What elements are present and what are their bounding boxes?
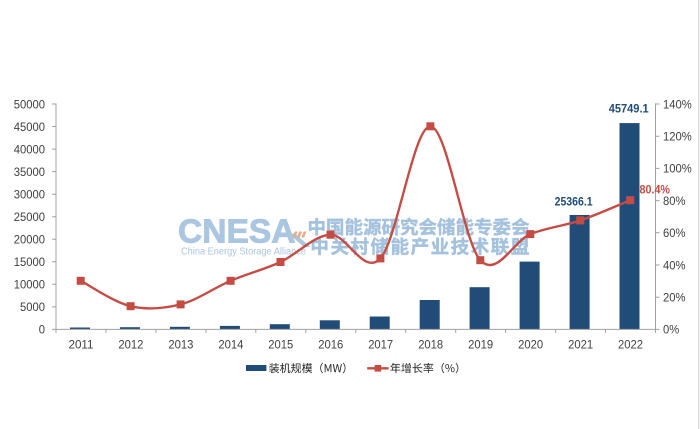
svg-text:2012: 2012 xyxy=(118,338,143,352)
svg-text:2015: 2015 xyxy=(268,338,293,352)
svg-text:2016: 2016 xyxy=(318,338,343,352)
svg-text:0: 0 xyxy=(39,323,45,337)
svg-text:China Energy Storage Alliance: China Energy Storage Alliance xyxy=(181,246,306,257)
svg-text:25366.1: 25366.1 xyxy=(555,194,593,208)
svg-text:60%: 60% xyxy=(663,226,686,240)
svg-text:2020: 2020 xyxy=(518,338,543,352)
svg-text:2018: 2018 xyxy=(418,338,443,352)
svg-text:35000: 35000 xyxy=(14,165,45,179)
svg-text:CNESA: CNESA xyxy=(178,212,296,249)
svg-text:25000: 25000 xyxy=(14,210,45,224)
svg-text:10000: 10000 xyxy=(14,278,45,292)
svg-text:15000: 15000 xyxy=(14,255,45,269)
svg-text:2014: 2014 xyxy=(218,338,243,352)
svg-text:30000: 30000 xyxy=(14,188,45,202)
svg-text:2017: 2017 xyxy=(368,338,393,352)
svg-text:20%: 20% xyxy=(663,291,686,305)
svg-text:80.4%: 80.4% xyxy=(640,184,671,196)
svg-text:2013: 2013 xyxy=(168,338,193,352)
svg-text:2021: 2021 xyxy=(568,338,593,352)
svg-text:2011: 2011 xyxy=(69,338,94,352)
svg-text:0%: 0% xyxy=(663,323,679,337)
svg-text:40%: 40% xyxy=(663,258,686,272)
svg-text:45000: 45000 xyxy=(14,120,45,134)
svg-text:20000: 20000 xyxy=(14,233,45,247)
svg-text:120%: 120% xyxy=(663,130,692,144)
svg-text:5000: 5000 xyxy=(20,300,45,314)
svg-text:100%: 100% xyxy=(663,162,692,176)
svg-text:45749.1: 45749.1 xyxy=(609,102,649,116)
svg-text:140%: 140% xyxy=(663,97,692,111)
svg-text:50000: 50000 xyxy=(14,97,45,111)
svg-text:80%: 80% xyxy=(663,194,686,208)
svg-text:40000: 40000 xyxy=(14,142,45,156)
svg-text:2019: 2019 xyxy=(468,338,493,352)
svg-text:2022: 2022 xyxy=(618,338,643,352)
